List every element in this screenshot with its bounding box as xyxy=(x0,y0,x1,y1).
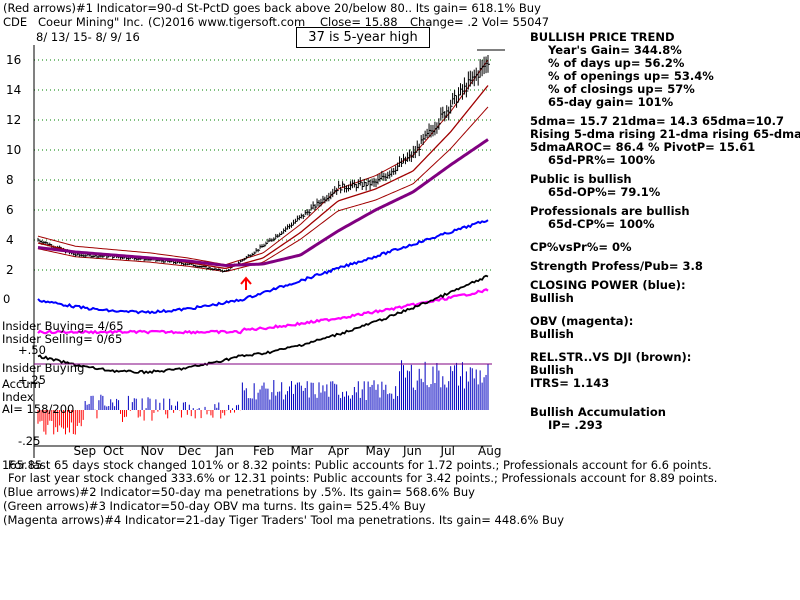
stat-line: % of days up= 56.2% xyxy=(548,56,685,70)
y-tick-label: 2 xyxy=(6,263,14,277)
accumulation-index-bars xyxy=(37,360,489,435)
y-tick-label: 8 xyxy=(6,173,14,187)
ticker: CDE xyxy=(3,15,28,29)
stat-line: Bullish xyxy=(530,327,574,341)
price-bars xyxy=(37,55,490,273)
stat-line: CLOSING POWER (blue): xyxy=(530,278,686,292)
stat-line: Public is bullish xyxy=(530,172,632,186)
five-year-high-note: 37 is 5-year high xyxy=(296,27,430,48)
insider-selling-label: Insider Selling= 0/65 xyxy=(2,332,123,346)
month-label: Jul xyxy=(440,444,455,458)
stat-line: 65d-CP%= 100% xyxy=(548,217,655,231)
month-label: Dec xyxy=(178,444,201,458)
indicator-1-line: (Red arrows)#1 Indicator=90-d St-PctD go… xyxy=(3,1,541,15)
month-label: May xyxy=(366,444,391,458)
stat-line: Year's Gain= 344.8% xyxy=(548,43,682,57)
month-label: Jan xyxy=(215,444,235,458)
obv-line xyxy=(37,288,489,335)
stat-line: 65-day gain= 101% xyxy=(548,95,674,109)
stat-line: BULLISH PRICE TREND xyxy=(530,30,675,44)
stat-line: Professionals are bullish xyxy=(530,204,690,218)
month-labels: Sep Oct Nov Dec Jan Feb Mar Apr May Jun Jul Aug xyxy=(74,444,502,458)
month-label: Feb xyxy=(253,444,274,458)
date-range: 8/ 13/ 15- 8/ 9/ 16 xyxy=(36,30,140,44)
insider-buying-label: Insider Buying= 4/65 xyxy=(2,319,124,333)
stat-line: 5dmaAROC= 86.4 % PivotP= 15.61 xyxy=(530,140,756,154)
lower-band xyxy=(37,106,489,273)
ma65-line xyxy=(37,138,489,267)
stat-line: 65d-OP%= 79.1% xyxy=(548,185,661,199)
indicator-2-line: (Blue arrows)#2 Indicator=50-day ma pene… xyxy=(3,485,475,499)
source: (C)2016 www.tigersoft.com xyxy=(148,15,306,29)
stat-line: Bullish Accumulation xyxy=(530,405,666,419)
month-label: Jun xyxy=(402,444,422,458)
stat-line: % of openings up= 53.4% xyxy=(548,69,714,83)
month-label: Sep xyxy=(74,444,97,458)
change-value: Change= .2 xyxy=(410,15,479,29)
overlap-value: 165.85 xyxy=(2,458,43,472)
last65-summary: For last 65 days stock changed 101% or 8… xyxy=(8,458,712,472)
stat-line: Bullish xyxy=(530,291,574,305)
index-label: Index xyxy=(2,390,34,404)
price-gridlines xyxy=(34,59,492,271)
y-tick-label: 16 xyxy=(6,53,21,67)
company-name: Coeur Mining" Inc. xyxy=(38,15,144,29)
rel-strength-line xyxy=(37,274,489,375)
y-tick-label: 10 xyxy=(6,143,21,157)
stat-line: ITRS= 1.143 xyxy=(530,376,610,390)
month-label: Oct xyxy=(103,444,124,458)
month-label: Apr xyxy=(328,444,349,458)
indicator-3-line: (Green arrows)#3 Indicator=50-day OBV ma… xyxy=(3,499,426,513)
moving-averages xyxy=(37,85,489,270)
stat-line: CP%vsPr%= 0% xyxy=(530,240,632,254)
y-tick-label: 6 xyxy=(6,203,14,217)
plus50-label: +.50 xyxy=(18,343,46,357)
lastyear-summary: For last year stock changed 333.6% or 12… xyxy=(8,471,718,485)
month-label: Aug xyxy=(478,444,501,458)
red-buy-arrow xyxy=(240,276,252,290)
stat-line: Strength Profess/Pub= 3.8 xyxy=(530,259,703,273)
insider-buying-label-2: Insider Buying xyxy=(2,361,85,375)
minus25-label: -.25 xyxy=(18,434,41,448)
y-tick-label: 12 xyxy=(6,113,21,127)
stat-line: REL.STR..VS DJI (brown): xyxy=(530,350,692,364)
stat-line: 65d-PR%= 100% xyxy=(548,153,655,167)
month-label: Nov xyxy=(141,444,164,458)
price-y-tick-labels: 2 4 6 8 10 12 14 16 xyxy=(6,53,21,277)
stat-line: OBV (magenta): xyxy=(530,314,634,328)
ai-label: AI= 158/200 xyxy=(2,402,75,416)
accum-label: Accum xyxy=(2,377,41,391)
y-tick-label: 4 xyxy=(6,233,14,247)
stat-line: IP= .293 xyxy=(548,418,603,432)
indicator-4-line: (Magenta arrows)#4 Indicator=21-day Tige… xyxy=(3,513,565,527)
closing-power-line xyxy=(37,219,489,315)
stat-line: Rising 5-dma rising 21-dma rising 65-dma xyxy=(530,127,800,141)
y-tick-label: 14 xyxy=(6,83,21,97)
stat-line: % of closings up= 57% xyxy=(548,82,695,96)
close-value: Close= 15.88 xyxy=(320,15,398,29)
volume-value: Vol= 55047 xyxy=(482,15,550,29)
indicator-lines xyxy=(37,219,489,375)
stat-line: 5dma= 15.7 21dma= 14.3 65dma=10.7 xyxy=(530,114,784,128)
month-label: Mar xyxy=(291,444,314,458)
stat-line: Bullish xyxy=(530,363,574,377)
plus25-label: +.25 xyxy=(18,373,46,387)
zero-label: 0 xyxy=(3,292,11,306)
